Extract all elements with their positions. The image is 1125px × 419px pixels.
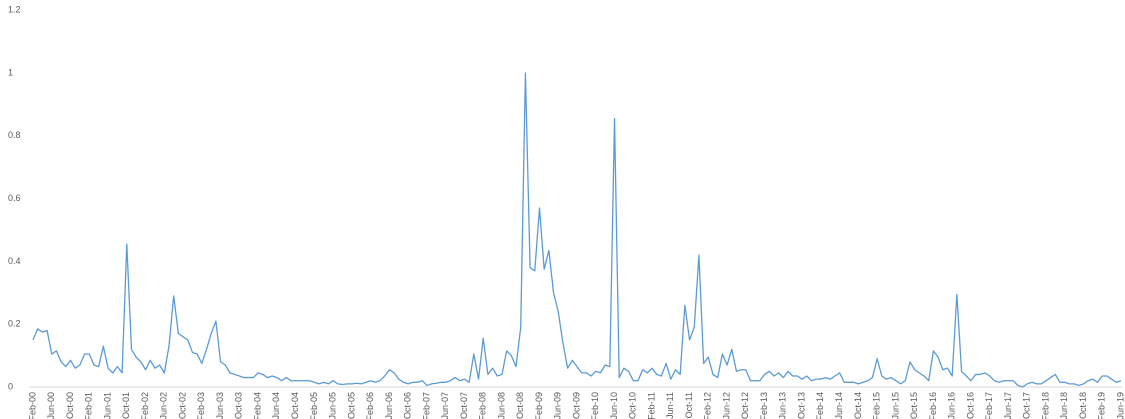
y-tick-label: 0.6	[8, 193, 21, 203]
x-tick-label: Jun-01	[102, 392, 112, 419]
x-tick-label: Feb-06	[365, 392, 375, 419]
x-tick-label: Oct-04	[290, 392, 300, 419]
x-tick-label: Jun-14	[834, 392, 844, 419]
x-tick-label: Oct-07	[459, 392, 469, 419]
x-tick-label: Feb-17	[984, 392, 994, 419]
y-tick-label: 1.2	[8, 5, 21, 15]
x-tick-label: Feb-03	[196, 392, 206, 419]
x-tick-label: Jun-04	[271, 392, 281, 419]
x-tick-label: Oct-03	[234, 392, 244, 419]
data-line	[32, 72, 1122, 388]
x-tick-label: Jun-08	[496, 392, 506, 419]
x-tick-label: Feb-18	[1040, 392, 1050, 419]
x-tick-label: Feb-00	[27, 392, 37, 419]
x-tick-label: Oct-15	[909, 392, 919, 419]
y-tick-label: 0	[8, 381, 13, 391]
x-tick-label: Oct-01	[121, 392, 131, 419]
x-tick-label: Feb-19	[1097, 392, 1107, 419]
x-tick-label: Oct-13	[796, 392, 806, 419]
x-tick-label: Oct-09	[571, 392, 581, 419]
x-tick-label: Oct-08	[515, 392, 525, 419]
x-tick-label: Jun-06	[384, 392, 394, 419]
x-tick-label: Jun-13	[778, 392, 788, 419]
x-tick-label: Feb-09	[534, 392, 544, 419]
x-tick-label: Oct-11	[684, 392, 694, 418]
x-tick-label: Feb-15	[872, 392, 882, 419]
x-tick-label: Feb-11	[646, 392, 656, 419]
x-tick-label: Jun-16	[947, 392, 957, 419]
x-tick-label: Jun-05	[328, 392, 338, 419]
x-tick-label: Feb-08	[478, 392, 488, 419]
x-tick-label: Oct-12	[740, 392, 750, 419]
x-tick-label: Jun-19	[1115, 392, 1125, 419]
x-tick-label: Jun-10	[609, 392, 619, 419]
x-tick-label: Jun-03	[215, 392, 225, 419]
x-tick-label: Feb-05	[309, 392, 319, 419]
x-tick-label: Jun-18	[1059, 392, 1069, 419]
x-tick-label: Feb-07	[421, 392, 431, 419]
x-tick-label: Feb-14	[815, 392, 825, 419]
x-tick-label: Jun-09	[553, 392, 563, 419]
x-tick-label: Feb-01	[84, 392, 94, 419]
x-tick-label: Feb-13	[759, 392, 769, 419]
y-tick-label: 0.2	[8, 319, 21, 329]
x-tick-label: Jun-12	[721, 392, 731, 419]
x-tick-label: Feb-02	[140, 392, 150, 419]
x-tick-label: Jun-17	[1003, 392, 1013, 419]
x-tick-label: Feb-10	[590, 392, 600, 419]
y-tick-label: 0.4	[8, 256, 21, 266]
x-tick-label: Oct-16	[965, 392, 975, 419]
x-tick-label: Oct-02	[177, 392, 187, 419]
y-tick-label: 0.8	[8, 130, 21, 140]
x-tick-label: Jun-15	[890, 392, 900, 419]
y-tick-label: 1	[8, 67, 13, 77]
x-tick-label: Jun-11	[665, 392, 675, 419]
x-tick-label: Jun-07	[440, 392, 450, 419]
x-tick-label: Oct-00	[65, 392, 75, 419]
x-tick-label: Feb-12	[703, 392, 713, 419]
x-tick-label: Feb-04	[252, 392, 262, 419]
x-tick-label: Oct-17	[1022, 392, 1032, 419]
x-tick-label: Oct-18	[1078, 392, 1088, 419]
x-tick-label: Oct-05	[346, 392, 356, 419]
x-tick-label: Oct-10	[628, 392, 638, 419]
x-tick-label: Oct-06	[403, 392, 413, 419]
x-tick-label: Oct-14	[853, 392, 863, 419]
x-tick-label: Jun-02	[159, 392, 169, 419]
x-tick-label: Jun-00	[46, 392, 56, 419]
x-tick-label: Feb-16	[928, 392, 938, 419]
